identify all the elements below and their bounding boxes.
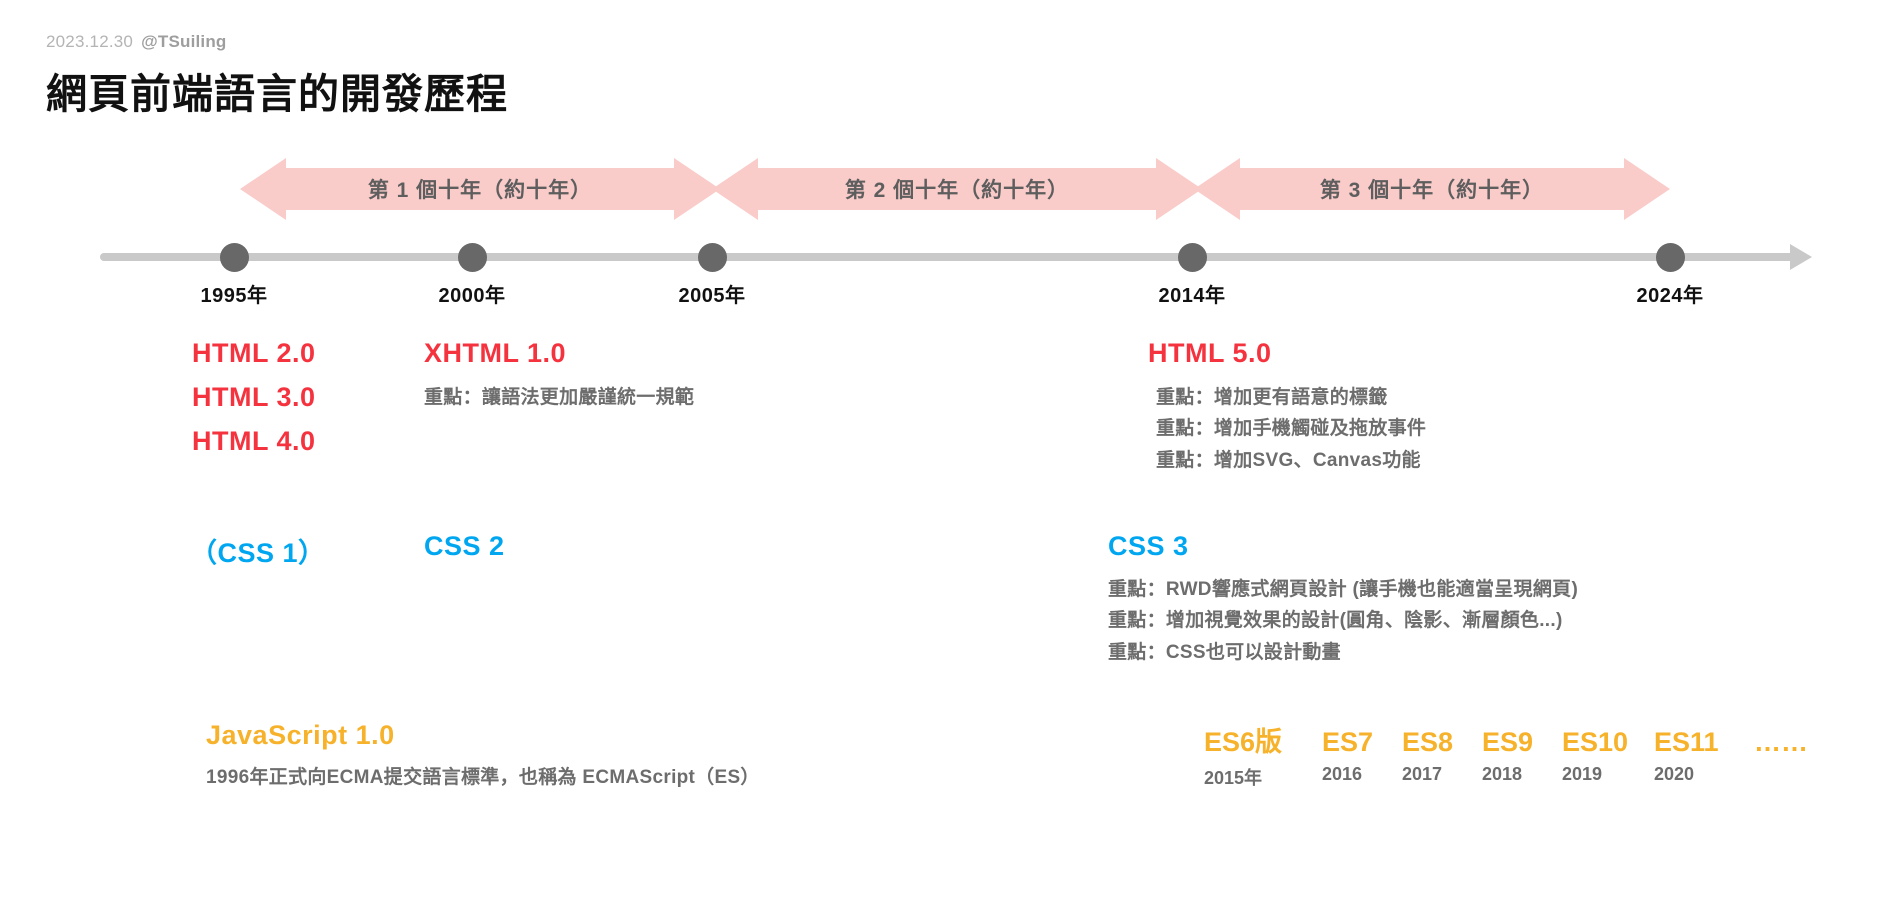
timeline-dot — [220, 243, 249, 272]
byline: 2023.12.30 @TSuiling — [46, 32, 508, 52]
decade-arrow-shape — [712, 158, 1202, 220]
es-year-label: 2019 — [1562, 764, 1603, 784]
note-line: 重點：增加視覺效果的設計(圓角、陰影、漸層顏色...) — [1108, 610, 1563, 632]
timeline-dot — [1656, 243, 1685, 272]
es-version-label: ES11 — [1654, 727, 1719, 757]
es-version-label: ES10 — [1562, 727, 1629, 757]
note-line: 重點：增加手機觸碰及拖放事件 — [1156, 418, 1427, 440]
decade-label: 第 2 個十年（約十年） — [844, 179, 1070, 202]
decade-arrow: 第 3 個十年（約十年） — [1194, 158, 1670, 220]
note-line: 重點：讓語法更加嚴謹統一規範 — [424, 387, 695, 408]
note-line: 重點：CSS也可以設計動畫 — [1108, 641, 1341, 663]
es-version-label: …… — [1754, 727, 1808, 757]
page-header: 2023.12.30 @TSuiling 網頁前端語言的開發歷程 — [46, 32, 508, 120]
xhtml-title: XHTML 1.0 — [424, 338, 567, 368]
decade-band: 第 1 個十年（約十年） 第 2 個十年（約十年） 第 3 個十年（約十年） — [0, 158, 1900, 220]
decade-label: 第 1 個十年（約十年） — [367, 179, 593, 202]
html5-notes: 重點：增加更有語意的標籤重點：增加手機觸碰及拖放事件 重點：增加SVG、Canva… — [1148, 382, 1426, 476]
css3-block: CSS 3 重點：RWD響應式網頁設計 (讓手機也能適當呈現網頁) 重點：增加視覺… — [1108, 531, 1578, 668]
note-line: 重點：增加SVG、Canvas功能 — [1156, 449, 1421, 471]
decade-label: 第 3 個十年（約十年） — [1319, 179, 1545, 202]
timeline-dot — [1178, 243, 1207, 272]
es-year-label: 2015年 — [1204, 768, 1263, 788]
author-handle: @TSuiling — [141, 32, 227, 51]
es-year-label: 2020 — [1654, 764, 1695, 784]
decade-arrow-shape — [1194, 158, 1670, 220]
timeline-dot — [698, 243, 727, 272]
decade-arrow-shape — [240, 158, 720, 220]
es-version-label: ES6版 — [1204, 727, 1283, 757]
note-line: 重點：增加更有語意的標籤 — [1156, 387, 1388, 408]
css3-title: CSS 3 — [1108, 531, 1189, 561]
page-title: 網頁前端語言的開發歷程 — [46, 71, 508, 117]
timeline-axis — [100, 253, 1798, 261]
publish-date: 2023.12.30 — [46, 32, 134, 51]
html5-title: HTML 5.0 — [1148, 338, 1272, 368]
decade-arrow: 第 1 個十年（約十年） — [240, 158, 720, 220]
timeline-year-label: 1995年 — [200, 285, 268, 307]
html-version-label: HTML 3.0 — [192, 382, 316, 412]
css3-notes: 重點：RWD響應式網頁設計 (讓手機也能適當呈現網頁) 重點：增加視覺效果的設計(… — [1108, 574, 1578, 668]
es-year-row: 2015年 2016 2017 2018 2019 2020 — [1204, 764, 1808, 790]
timeline-year-label: 2014年 — [1158, 285, 1226, 307]
es-year-label: 2017 — [1402, 764, 1443, 784]
timeline-year-label: 2000年 — [438, 285, 506, 307]
xhtml-block: XHTML 1.0 重點：讓語法更加嚴謹統一規範 — [424, 338, 694, 413]
javascript-block: JavaScript 1.0 1996年正式向ECMA提交語言標準，也稱為 EC… — [206, 720, 760, 793]
es-versions-block: ES6版 ES7 ES8 ES9 ES10 ES11…… 2015年 2016 2017 201… — [1204, 720, 1808, 790]
html-early-versions: HTML 2.0 HTML 3.0 HTML 4.0 — [150, 338, 316, 457]
es-year-label: 2018 — [1482, 764, 1523, 784]
note-line: 重點：RWD響應式網頁設計 (讓手機也能適當呈現網頁) — [1108, 579, 1579, 600]
html-version-label: HTML 4.0 — [192, 426, 316, 456]
es-version-row: ES6版 ES7 ES8 ES9 ES10 ES11 …… — [1204, 720, 1808, 759]
timeline-year-label: 2024年 — [1636, 285, 1704, 307]
es-version-label: ES9 — [1482, 727, 1534, 757]
decade-arrow: 第 2 個十年（約十年） — [712, 158, 1202, 220]
es-year-label: 2016 — [1322, 764, 1363, 784]
es-version-label: ES8 — [1402, 727, 1454, 757]
timeline-dot — [458, 243, 487, 272]
css2-title: CSS 2 — [424, 531, 505, 561]
es-version-label: ES7 — [1322, 727, 1374, 757]
javascript-note: 1996年正式向ECMA提交語言標準，也稱為 ECMAScript（ES） — [206, 767, 760, 788]
javascript-title: JavaScript 1.0 — [206, 720, 395, 750]
html5-block: HTML 5.0 重點：增加更有語意的標籤重點：增加手機觸碰及拖放事件 重點：增加… — [1148, 338, 1426, 476]
xhtml-notes: 重點：讓語法更加嚴謹統一規範 — [424, 382, 694, 413]
timeline-year-label: 2005年 — [678, 285, 746, 307]
css1-title: （CSS 1） — [190, 538, 326, 568]
html-version-label: HTML 2.0 — [192, 338, 316, 368]
timeline-arrowhead-icon — [1790, 244, 1812, 270]
